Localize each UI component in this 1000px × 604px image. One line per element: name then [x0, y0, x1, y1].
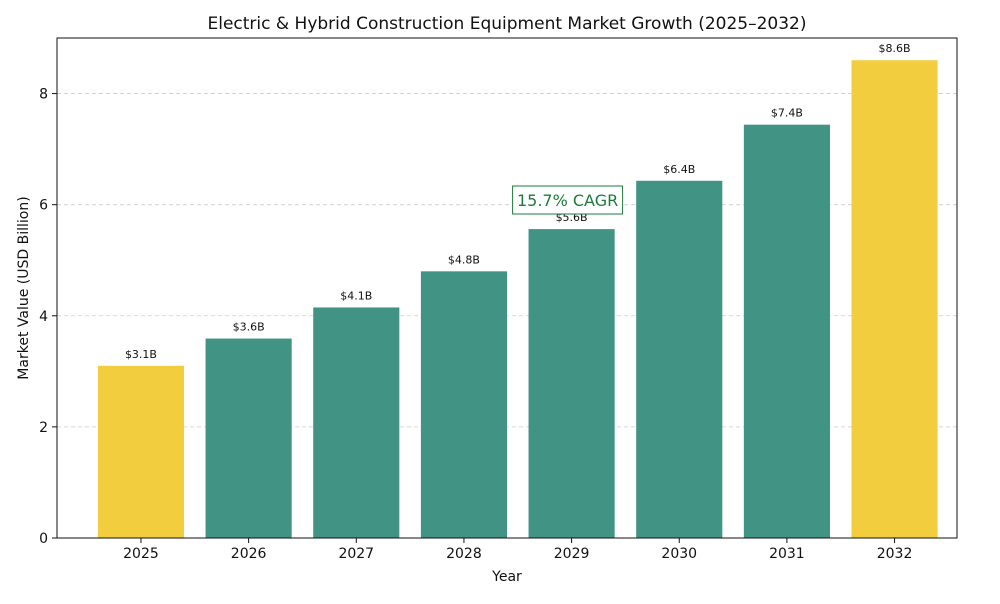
bar-2028: [420, 271, 507, 538]
x-tick-label-2032: 2032: [877, 546, 913, 562]
bar-value-label-2028: $4.8B: [448, 253, 480, 266]
cagr-annotation: 15.7% CAGR: [512, 185, 624, 215]
y-axis-ticks: 0 2 4 6 8: [39, 87, 57, 547]
bars: [97, 60, 938, 539]
bar-value-label-2030: $6.4B: [663, 163, 695, 176]
x-tick-label-2027: 2027: [338, 546, 374, 562]
chart-title: Electric & Hybrid Construction Equipment…: [207, 14, 806, 34]
x-tick-label-2031: 2031: [769, 546, 805, 562]
x-axis-label: Year: [491, 569, 522, 585]
x-tick-label-2025: 2025: [123, 546, 159, 562]
x-tick-label-2026: 2026: [231, 546, 267, 562]
bar-value-label-2027: $4.1B: [340, 289, 372, 302]
bar-2029: [528, 229, 615, 538]
bar-value-label-2025: $3.1B: [125, 348, 157, 361]
y-tick-label: 4: [39, 309, 48, 325]
bar-value-label-2032: $8.6B: [879, 42, 911, 55]
y-tick-label: 0: [39, 531, 48, 547]
bar-2025: [97, 365, 185, 538]
y-tick-label: 8: [39, 87, 48, 103]
y-tick-label: 2: [39, 420, 48, 436]
x-tick-label-2028: 2028: [446, 546, 482, 562]
cagr-annotation-box: [512, 185, 624, 215]
bar-2027: [313, 307, 400, 538]
bar-2026: [205, 338, 292, 538]
bar-2032: [851, 60, 938, 538]
bar-2030: [636, 180, 723, 538]
plot-frame: [56, 37, 958, 539]
x-axis-ticks: 2025 2026 2027 2028 2029 2030 2031 2032: [123, 538, 912, 562]
bar-value-label-2031: $7.4B: [771, 107, 803, 120]
y-tick-label: 6: [39, 198, 48, 214]
bar-value-label-2026: $3.6B: [233, 321, 265, 334]
x-tick-label-2030: 2030: [661, 546, 697, 562]
x-tick-label-2029: 2029: [554, 546, 590, 562]
bar-2031: [743, 124, 830, 539]
cagr-annotation-text: 15.7% CAGR: [517, 191, 618, 210]
y-axis-label: Market Value (USD Billion): [16, 196, 32, 379]
